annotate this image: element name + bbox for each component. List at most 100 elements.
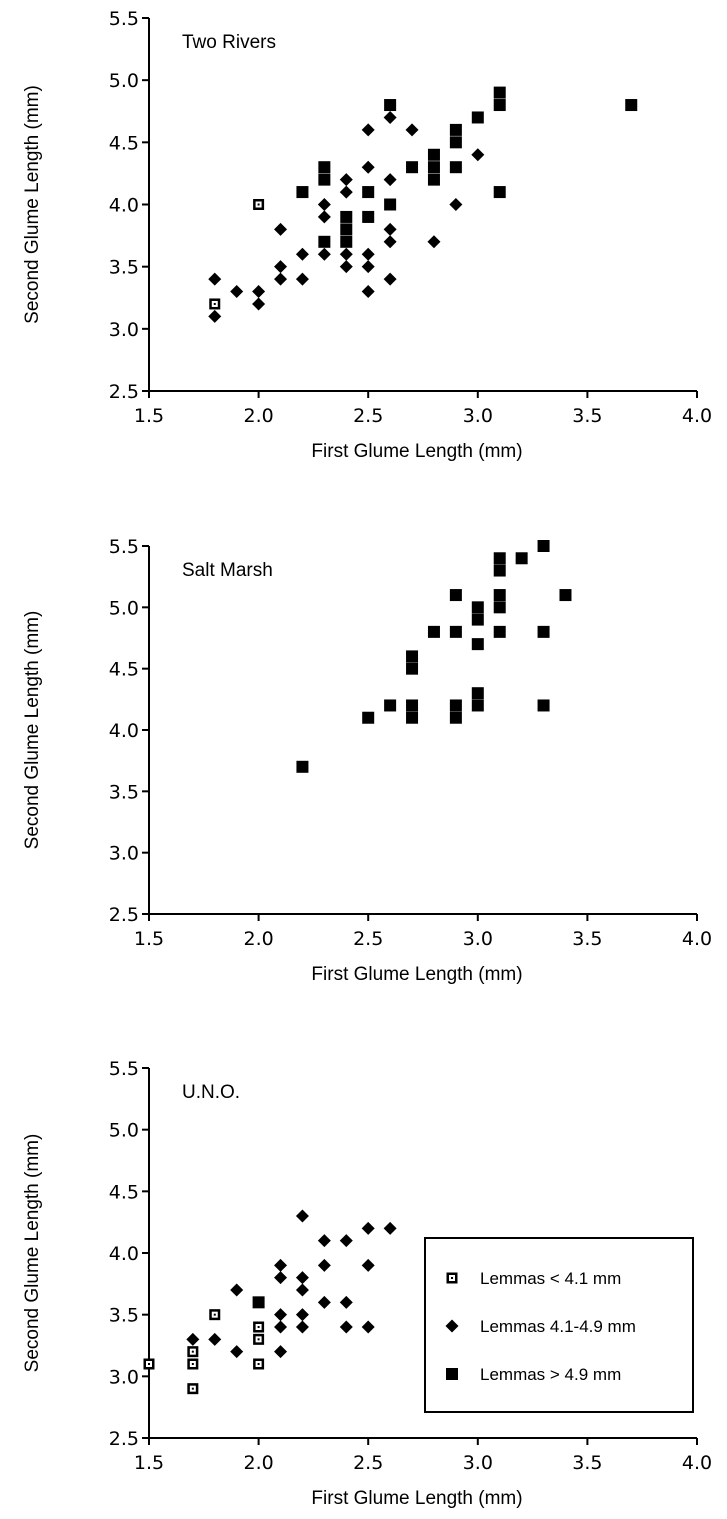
- x-tick-label: 3.5: [572, 928, 602, 950]
- x-tick-label: 3.0: [463, 928, 493, 950]
- x-tick-label: 4.0: [682, 405, 712, 427]
- data-point-filled-square: [471, 687, 484, 700]
- y-tick-label: 3.0: [109, 843, 139, 865]
- data-point-filled-square: [427, 148, 440, 161]
- y-axis-title: Second Glume Length (mm): [22, 85, 43, 324]
- panel-title-uno: U.N.O.: [182, 1082, 240, 1103]
- x-tick-label: 1.5: [134, 928, 164, 950]
- data-point-diamond: [361, 1320, 375, 1334]
- data-point-filled-square: [537, 625, 550, 638]
- data-point-filled-square: [427, 173, 440, 186]
- data-point-diamond: [208, 309, 222, 323]
- y-tick-label: 4.5: [109, 132, 139, 154]
- data-point-diamond: [339, 260, 353, 274]
- data-point-filled-square: [471, 111, 484, 124]
- data-point-filled-square: [493, 552, 506, 565]
- data-point-diamond: [361, 260, 375, 274]
- data-point-filled-square: [493, 86, 506, 99]
- data-point-filled-square: [296, 186, 309, 199]
- data-point-open-square: [187, 1383, 199, 1395]
- data-point-diamond: [230, 1283, 244, 1297]
- data-point-filled-square: [362, 186, 375, 199]
- data-point-open-square: [253, 1333, 265, 1345]
- data-point-diamond: [339, 1320, 353, 1334]
- data-point-diamond: [383, 173, 397, 187]
- data-point-diamond: [274, 1320, 288, 1334]
- x-tick-label: 3.5: [572, 405, 602, 427]
- data-point-filled-square: [252, 1296, 265, 1309]
- data-point-filled-square: [449, 123, 462, 136]
- data-point-diamond: [295, 1283, 309, 1297]
- data-point-diamond: [274, 260, 288, 274]
- data-point-open-square: [253, 199, 265, 210]
- y-tick-label: 3.0: [109, 319, 139, 341]
- data-point-open-square: [253, 1358, 265, 1370]
- data-point-diamond: [230, 285, 244, 299]
- y-tick-label: 4.5: [109, 659, 139, 681]
- legend-marker-open-square: [446, 1272, 458, 1284]
- x-axis-title: First Glume Length (mm): [311, 1488, 522, 1509]
- x-tick-label: 3.0: [463, 1452, 493, 1474]
- y-tick-label: 3.5: [109, 1305, 139, 1327]
- data-point-diamond: [317, 1258, 331, 1272]
- data-point-filled-square: [449, 711, 462, 724]
- data-point-diamond: [361, 247, 375, 261]
- data-point-filled-square: [406, 650, 419, 663]
- data-point-diamond: [317, 1295, 331, 1309]
- data-point-filled-square: [493, 186, 506, 199]
- x-tick-label: 2.0: [243, 928, 273, 950]
- y-tick-label: 5.5: [109, 536, 139, 558]
- data-point-diamond: [317, 247, 331, 261]
- data-point-diamond: [427, 235, 441, 249]
- data-point-diamond: [274, 1271, 288, 1285]
- data-point-diamond: [295, 272, 309, 286]
- data-point-filled-square: [296, 760, 309, 773]
- data-point-diamond: [274, 222, 288, 236]
- x-tick-label: 2.5: [353, 405, 383, 427]
- data-point-diamond: [252, 297, 266, 311]
- data-point-filled-square: [384, 699, 397, 712]
- panel-title-salt-marsh: Salt Marsh: [182, 560, 273, 581]
- data-point-filled-square: [406, 662, 419, 675]
- data-point-diamond: [383, 1221, 397, 1235]
- data-point-filled-square: [537, 699, 550, 712]
- y-tick-label: 3.0: [109, 1366, 139, 1388]
- data-point-filled-square: [537, 540, 550, 552]
- data-point-diamond: [230, 1345, 244, 1359]
- data-point-diamond: [317, 210, 331, 224]
- x-tick-label: 4.0: [682, 1452, 712, 1474]
- data-point-filled-square: [318, 173, 331, 186]
- panel-salt-marsh: 2.5 3.0 3.5 4.0 4.5 5.0 5.5 1.5 2.0 2.5 3.0 3.5 4.0 F…: [22, 536, 712, 985]
- legend: Lemmas < 4.1 mm Lemmas 4.1-4.9 mm Lemmas >…: [424, 1237, 694, 1413]
- x-tick-label: 2.0: [243, 1452, 273, 1474]
- x-tick-label: 4.0: [682, 928, 712, 950]
- data-point-filled-square: [340, 210, 353, 223]
- data-point-filled-square: [449, 625, 462, 638]
- data-point-diamond: [317, 198, 331, 211]
- data-point-filled-square: [340, 235, 353, 248]
- y-tick-label: 4.0: [109, 1243, 139, 1265]
- data-point-filled-square: [427, 161, 440, 174]
- data-point-diamond: [208, 1332, 222, 1346]
- legend-label: Lemmas > 4.9 mm: [480, 1365, 621, 1384]
- data-point-open-square: [209, 1309, 221, 1321]
- data-point-diamond: [295, 1209, 309, 1223]
- data-point-diamond: [274, 1308, 288, 1322]
- x-axis-title: First Glume Length (mm): [311, 441, 522, 462]
- data-point-filled-square: [471, 601, 484, 614]
- data-point-diamond: [361, 1221, 375, 1235]
- x-tick-label: 3.0: [463, 405, 493, 427]
- data-point-open-square: [187, 1346, 199, 1358]
- legend-marker-diamond: [445, 1319, 459, 1333]
- y-tick-label: 2.5: [109, 904, 139, 926]
- data-point-open-square: [187, 1358, 199, 1370]
- data-point-filled-square: [449, 699, 462, 712]
- data-point-diamond: [274, 1345, 288, 1359]
- legend-label: Lemmas < 4.1 mm: [480, 1269, 621, 1288]
- data-point-filled-square: [449, 136, 462, 149]
- data-point-filled-square: [625, 99, 638, 112]
- y-tick-label: 2.5: [109, 381, 139, 403]
- data-point-diamond: [361, 160, 375, 174]
- data-point-filled-square: [493, 589, 506, 602]
- y-tick-label: 4.0: [109, 195, 139, 217]
